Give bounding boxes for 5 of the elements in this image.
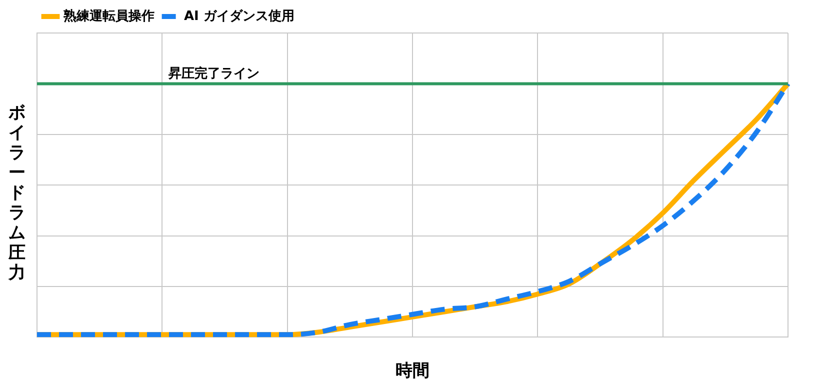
legend-label: AI ガイダンス使用 (184, 8, 294, 24)
ref-line-label: 昇圧完了ライン (167, 66, 260, 82)
legend-label: 熟練運転員操作 (62, 8, 154, 24)
x-axis-title: 時間 (396, 361, 430, 382)
text: ボイラードラム圧力 (8, 103, 26, 283)
